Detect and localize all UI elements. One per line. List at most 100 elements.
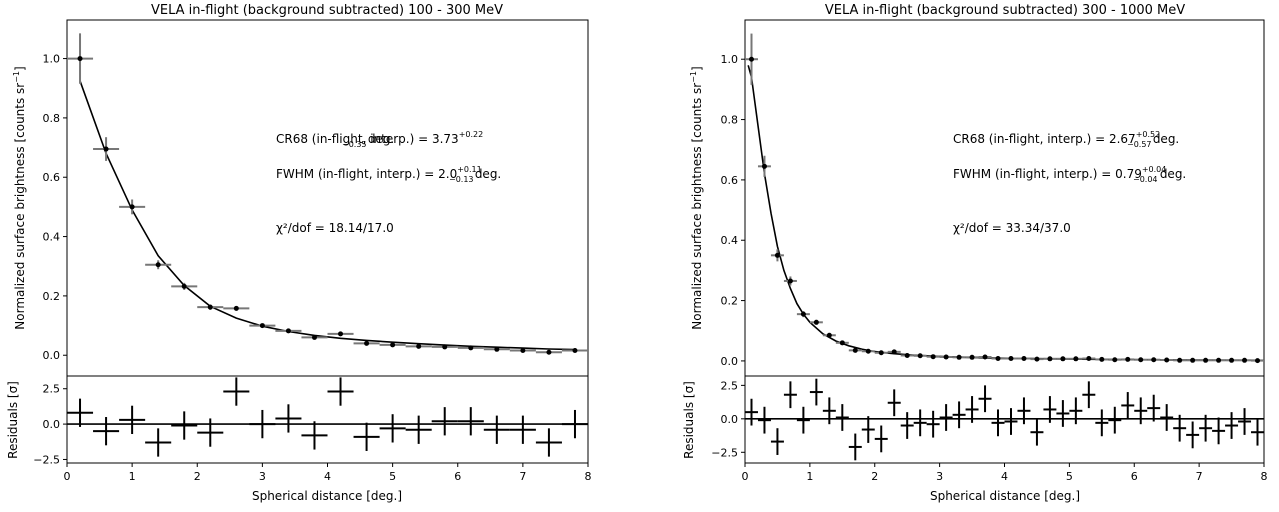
residual-point xyxy=(1238,408,1252,435)
data-marker xyxy=(995,356,1001,362)
y-tick-label: 0.2 xyxy=(43,290,61,303)
data-marker xyxy=(285,328,291,334)
x-tick-label: 3 xyxy=(936,470,943,483)
residual-point xyxy=(1030,418,1044,446)
residual-point xyxy=(171,411,198,440)
data-point xyxy=(745,33,758,85)
data-marker xyxy=(390,342,396,348)
data-marker xyxy=(416,343,422,349)
main-plot-area: 0.0 0.2 0.4 0.6 0.8 1.0 xyxy=(721,19,1265,377)
data-marker xyxy=(1164,357,1170,363)
data-point xyxy=(67,33,94,84)
y-tick-label: 0.2 xyxy=(721,295,739,308)
residual-point xyxy=(483,415,510,444)
residual-axis-label: Residuals [σ] xyxy=(682,381,696,459)
data-marker xyxy=(1047,356,1053,362)
data-point xyxy=(1056,356,1070,362)
data-marker xyxy=(181,283,187,289)
residual-plot-area: −2.5 0.0 2.5 0 1 2 3 4 5 6 7 8 xyxy=(33,375,592,483)
data-point xyxy=(483,346,510,352)
data-point xyxy=(848,347,862,353)
data-marker xyxy=(956,354,962,360)
data-point xyxy=(861,348,875,354)
data-point xyxy=(119,199,146,215)
x-axis-label: Spherical distance [deg.] xyxy=(252,489,402,503)
residual-point xyxy=(861,416,875,443)
cr68-annotation: CR68 (in-flight, interp.) = 2.67+0.52 −0.… xyxy=(953,130,1179,149)
data-marker xyxy=(878,350,884,356)
data-marker xyxy=(207,304,213,310)
data-point xyxy=(197,304,224,310)
residual-point xyxy=(1121,392,1135,419)
residual-point xyxy=(926,410,940,438)
data-point xyxy=(223,305,250,311)
data-point xyxy=(770,249,784,262)
x-tick-label: 7 xyxy=(519,470,526,483)
data-point xyxy=(1238,357,1252,363)
data-point xyxy=(275,328,302,334)
data-marker xyxy=(774,252,780,258)
data-marker xyxy=(259,323,265,329)
data-marker xyxy=(338,331,344,337)
residual-plot-area: −2.5 0.0 2.5 0 1 2 3 4 5 6 7 8 xyxy=(711,375,1268,483)
residual-point xyxy=(1199,414,1213,442)
data-marker xyxy=(969,354,975,360)
main-plot-area: 0.0 0.2 0.4 0.6 0.8 1.0 xyxy=(43,19,589,377)
residual-tick-label: −2.5 xyxy=(711,446,738,459)
fwhm-annotation: FWHM (in-flight, interp.) = 0.79+0.04 −0.… xyxy=(953,165,1186,184)
x-tick-label: 5 xyxy=(389,470,396,483)
x-tick-label: 3 xyxy=(259,470,266,483)
data-point xyxy=(900,352,914,358)
data-point xyxy=(249,323,276,329)
x-tick-label: 6 xyxy=(1131,470,1138,483)
data-marker xyxy=(1255,358,1261,364)
data-point xyxy=(431,344,458,350)
residual-point xyxy=(93,417,120,446)
data-point xyxy=(509,347,536,353)
x-tick-label: 2 xyxy=(194,470,201,483)
data-point xyxy=(535,349,562,355)
residual-point xyxy=(1069,397,1083,425)
data-marker xyxy=(1190,357,1196,363)
residual-point xyxy=(991,409,1005,437)
y-tick-label: 0.0 xyxy=(721,355,739,368)
residual-point xyxy=(1095,409,1109,437)
residual-point xyxy=(145,428,172,457)
data-point xyxy=(1160,357,1174,363)
residual-point xyxy=(874,425,888,453)
data-point xyxy=(952,354,966,360)
data-point xyxy=(145,260,172,270)
data-point xyxy=(457,345,484,351)
data-point xyxy=(405,343,432,349)
data-marker xyxy=(442,344,448,350)
data-point xyxy=(561,347,588,353)
data-marker xyxy=(468,345,474,351)
residual-point xyxy=(796,406,810,434)
residual-point xyxy=(509,415,536,444)
residual-point xyxy=(535,428,562,457)
data-point xyxy=(327,331,354,337)
data-point xyxy=(379,342,406,348)
data-marker xyxy=(1008,356,1014,362)
data-marker xyxy=(839,340,845,346)
data-point xyxy=(913,353,927,359)
data-marker xyxy=(1099,356,1105,362)
data-point xyxy=(1095,356,1109,362)
chi-annotation: χ²/dof = 33.34/37.0 xyxy=(953,221,1071,235)
model-curve xyxy=(79,80,576,351)
data-marker xyxy=(891,349,897,355)
x-tick-label: 5 xyxy=(1066,470,1073,483)
residual-point xyxy=(822,397,836,425)
data-marker xyxy=(761,163,767,169)
data-marker xyxy=(1060,356,1066,362)
data-point xyxy=(171,282,198,290)
y-tick-label: 1.0 xyxy=(721,53,739,66)
data-point xyxy=(809,319,823,325)
residual-point xyxy=(1017,397,1031,425)
data-point xyxy=(1121,356,1135,362)
residual-point xyxy=(301,421,328,450)
data-point xyxy=(1147,357,1161,363)
data-marker xyxy=(1216,357,1222,363)
y-tick-label: 0.0 xyxy=(43,349,61,362)
y-axis-label: Normalized surface brightness [counts sr… xyxy=(12,66,27,329)
